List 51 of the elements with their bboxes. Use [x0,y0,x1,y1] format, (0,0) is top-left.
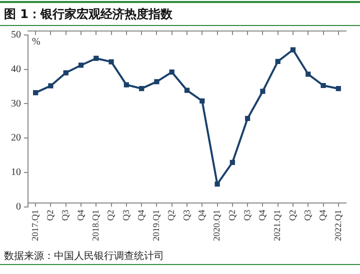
x-tick-label: Q4 [136,209,146,221]
x-tick-label: Q2 [45,210,56,221]
x-tick-label: Q4 [257,209,268,221]
point [290,47,296,52]
x-tick-label: 2019.Q1 [151,210,162,241]
point [154,79,160,84]
x-tick-label: Q4 [196,209,206,221]
y-tick-label: 20 [11,132,21,144]
point [184,88,190,93]
x-tick-label: 2018.Q1 [90,210,100,241]
point [200,98,205,104]
x-tick-label: Q2 [166,210,176,221]
chart-title: 图 1：银行家宏观经济热度指数 [3,6,174,23]
x-tick-label: 2020.Q1 [212,210,222,241]
x-tick-label: 2021.Q1 [272,210,282,241]
point [94,56,99,61]
x-tick-label: Q3 [120,209,131,221]
point [63,70,68,76]
point [245,116,250,122]
point [78,62,84,68]
point [139,86,144,92]
source-note: 数据来源：中国人民银行调查统计司 [3,250,165,264]
x-tick-label: Q2 [106,210,116,221]
point [124,82,129,88]
y-axis-title: % [32,36,40,48]
point [260,88,266,94]
point [306,72,311,77]
x-tick-label: Q3 [302,209,312,221]
y-tick-label: 50 [11,30,21,41]
x-tick-label: 2017.Q1 [30,210,40,241]
x-tick-label: Q2 [287,210,298,221]
x-tick-label: Q4 [318,209,328,221]
x-tick-label: Q3 [60,209,70,221]
point [230,160,235,165]
point [320,82,326,88]
y-tick-label: 0 [16,201,21,212]
y-tick-label: 40 [11,64,21,75]
y-tick-label: 30 [11,98,21,110]
point [275,58,280,64]
point [214,182,220,187]
x-tick-label: Q3 [181,209,192,221]
point [169,70,174,75]
y-tick-label: 10 [11,167,21,178]
point [108,59,114,64]
point [33,90,38,96]
point [48,83,54,88]
x-tick-label: Q4 [75,209,86,221]
point [336,86,341,92]
x-tick-label: Q3 [242,209,252,221]
x-tick-label: 2022.Q1 [332,210,343,241]
x-tick-label: Q2 [226,210,237,221]
